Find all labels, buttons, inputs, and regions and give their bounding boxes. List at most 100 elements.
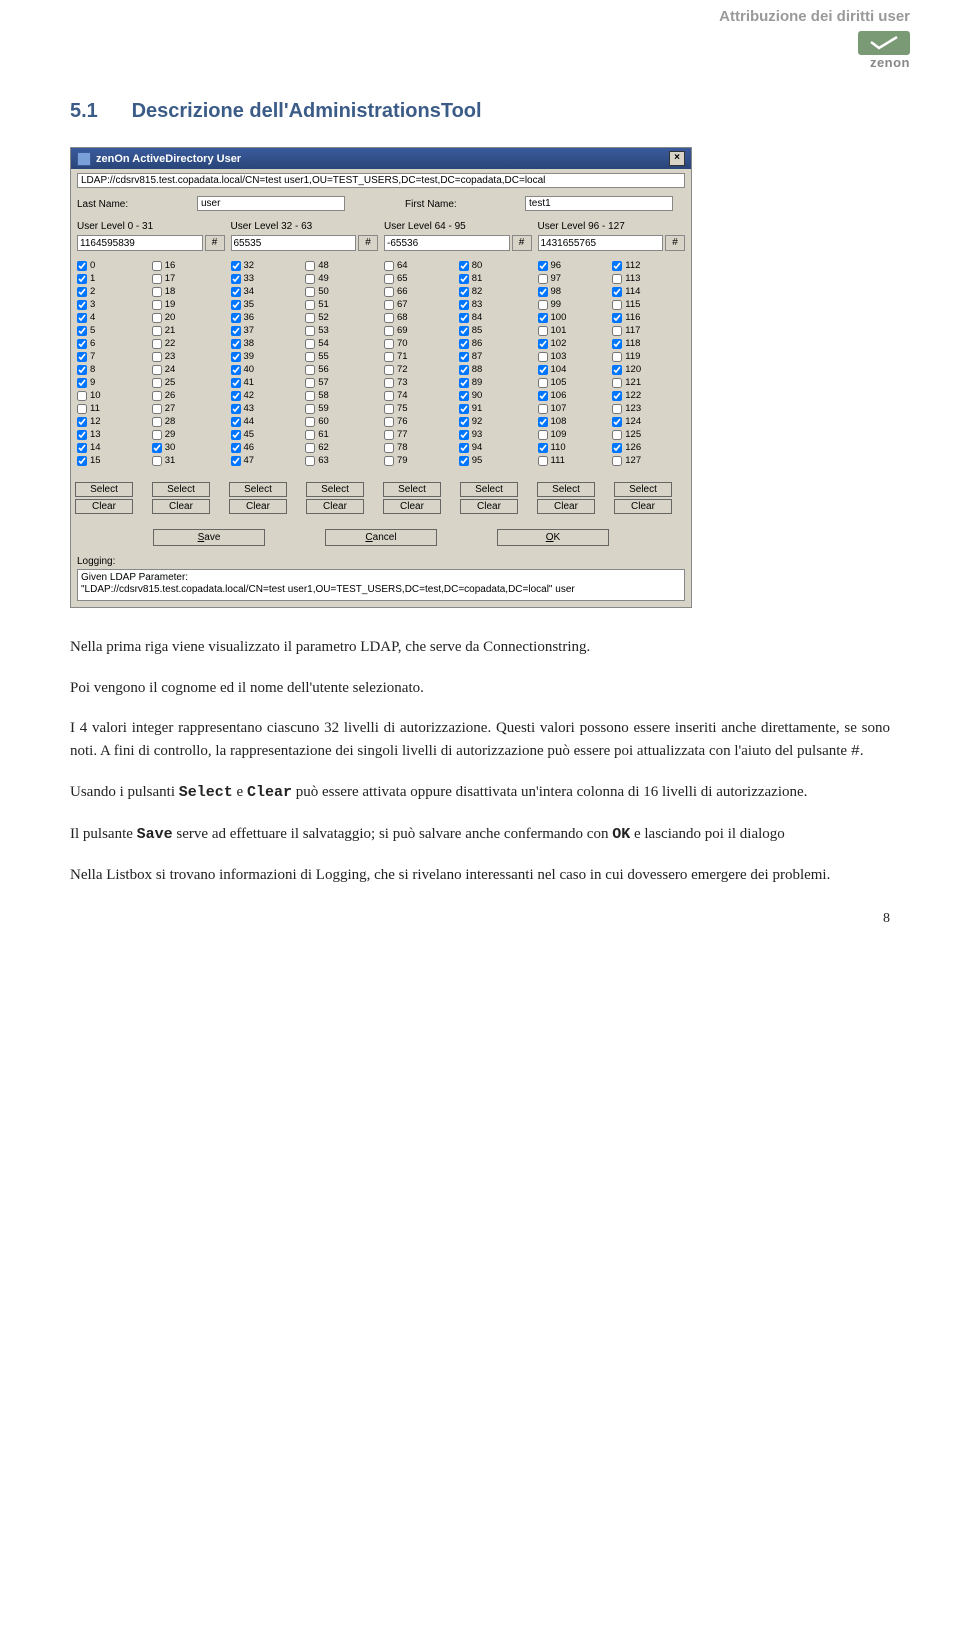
level-checkbox[interactable]: 3: [77, 298, 150, 311]
hash-button[interactable]: #: [512, 235, 532, 251]
level-checkbox[interactable]: 62: [305, 441, 378, 454]
level-checkbox[interactable]: 80: [459, 259, 532, 272]
level-checkbox[interactable]: 64: [384, 259, 457, 272]
level-checkbox[interactable]: 22: [152, 337, 225, 350]
level-checkbox[interactable]: 78: [384, 441, 457, 454]
level-checkbox[interactable]: 20: [152, 311, 225, 324]
level-checkbox[interactable]: 116: [612, 311, 685, 324]
level-checkbox[interactable]: 50: [305, 285, 378, 298]
level-checkbox[interactable]: 104: [538, 363, 611, 376]
level-checkbox[interactable]: 32: [231, 259, 304, 272]
level-checkbox[interactable]: 76: [384, 415, 457, 428]
level-checkbox[interactable]: 10: [77, 389, 150, 402]
level-checkbox[interactable]: 38: [231, 337, 304, 350]
level-checkbox[interactable]: 74: [384, 389, 457, 402]
level-checkbox[interactable]: 8: [77, 363, 150, 376]
cancel-button[interactable]: Cancel: [325, 529, 437, 546]
level-checkbox[interactable]: 110: [538, 441, 611, 454]
level-checkbox[interactable]: 24: [152, 363, 225, 376]
level-checkbox[interactable]: 19: [152, 298, 225, 311]
clear-button[interactable]: Clear: [460, 499, 518, 514]
level-checkbox[interactable]: 122: [612, 389, 685, 402]
level-checkbox[interactable]: 108: [538, 415, 611, 428]
level-value-input[interactable]: [77, 235, 203, 251]
level-checkbox[interactable]: 107: [538, 402, 611, 415]
level-checkbox[interactable]: 48: [305, 259, 378, 272]
level-checkbox[interactable]: 82: [459, 285, 532, 298]
level-checkbox[interactable]: 44: [231, 415, 304, 428]
close-icon[interactable]: ×: [669, 151, 685, 166]
level-checkbox[interactable]: 13: [77, 428, 150, 441]
level-checkbox[interactable]: 55: [305, 350, 378, 363]
hash-button[interactable]: #: [358, 235, 378, 251]
level-checkbox[interactable]: 5: [77, 324, 150, 337]
level-checkbox[interactable]: 88: [459, 363, 532, 376]
hash-button[interactable]: #: [665, 235, 685, 251]
level-checkbox[interactable]: 111: [538, 454, 611, 467]
hash-button[interactable]: #: [205, 235, 225, 251]
level-checkbox[interactable]: 119: [612, 350, 685, 363]
level-checkbox[interactable]: 99: [538, 298, 611, 311]
save-button[interactable]: Save: [153, 529, 265, 546]
level-checkbox[interactable]: 79: [384, 454, 457, 467]
level-checkbox[interactable]: 81: [459, 272, 532, 285]
level-checkbox[interactable]: 28: [152, 415, 225, 428]
lastname-input[interactable]: [197, 196, 345, 211]
select-button[interactable]: Select: [306, 482, 364, 497]
level-checkbox[interactable]: 7: [77, 350, 150, 363]
level-checkbox[interactable]: 21: [152, 324, 225, 337]
level-checkbox[interactable]: 101: [538, 324, 611, 337]
level-checkbox[interactable]: 36: [231, 311, 304, 324]
level-checkbox[interactable]: 114: [612, 285, 685, 298]
level-checkbox[interactable]: 1: [77, 272, 150, 285]
level-checkbox[interactable]: 96: [538, 259, 611, 272]
level-checkbox[interactable]: 105: [538, 376, 611, 389]
clear-button[interactable]: Clear: [614, 499, 672, 514]
level-checkbox[interactable]: 69: [384, 324, 457, 337]
level-checkbox[interactable]: 121: [612, 376, 685, 389]
level-checkbox[interactable]: 85: [459, 324, 532, 337]
level-checkbox[interactable]: 42: [231, 389, 304, 402]
level-checkbox[interactable]: 91: [459, 402, 532, 415]
level-checkbox[interactable]: 26: [152, 389, 225, 402]
clear-button[interactable]: Clear: [306, 499, 364, 514]
level-checkbox[interactable]: 103: [538, 350, 611, 363]
level-checkbox[interactable]: 37: [231, 324, 304, 337]
level-checkbox[interactable]: 56: [305, 363, 378, 376]
logging-listbox[interactable]: Given LDAP Parameter: "LDAP://cdsrv815.t…: [77, 569, 685, 601]
level-checkbox[interactable]: 98: [538, 285, 611, 298]
level-checkbox[interactable]: 39: [231, 350, 304, 363]
level-checkbox[interactable]: 118: [612, 337, 685, 350]
level-checkbox[interactable]: 25: [152, 376, 225, 389]
clear-button[interactable]: Clear: [383, 499, 441, 514]
level-checkbox[interactable]: 41: [231, 376, 304, 389]
level-checkbox[interactable]: 127: [612, 454, 685, 467]
level-checkbox[interactable]: 123: [612, 402, 685, 415]
level-checkbox[interactable]: 52: [305, 311, 378, 324]
select-button[interactable]: Select: [537, 482, 595, 497]
level-checkbox[interactable]: 71: [384, 350, 457, 363]
level-checkbox[interactable]: 77: [384, 428, 457, 441]
select-button[interactable]: Select: [460, 482, 518, 497]
level-checkbox[interactable]: 63: [305, 454, 378, 467]
level-checkbox[interactable]: 29: [152, 428, 225, 441]
level-checkbox[interactable]: 102: [538, 337, 611, 350]
level-checkbox[interactable]: 86: [459, 337, 532, 350]
level-checkbox[interactable]: 30: [152, 441, 225, 454]
level-checkbox[interactable]: 16: [152, 259, 225, 272]
level-checkbox[interactable]: 12: [77, 415, 150, 428]
ok-button[interactable]: OK: [497, 529, 609, 546]
level-checkbox[interactable]: 115: [612, 298, 685, 311]
level-checkbox[interactable]: 27: [152, 402, 225, 415]
level-checkbox[interactable]: 43: [231, 402, 304, 415]
level-checkbox[interactable]: 54: [305, 337, 378, 350]
level-checkbox[interactable]: 31: [152, 454, 225, 467]
level-checkbox[interactable]: 126: [612, 441, 685, 454]
level-checkbox[interactable]: 84: [459, 311, 532, 324]
level-checkbox[interactable]: 66: [384, 285, 457, 298]
level-checkbox[interactable]: 53: [305, 324, 378, 337]
level-checkbox[interactable]: 33: [231, 272, 304, 285]
level-checkbox[interactable]: 51: [305, 298, 378, 311]
level-checkbox[interactable]: 60: [305, 415, 378, 428]
level-checkbox[interactable]: 95: [459, 454, 532, 467]
